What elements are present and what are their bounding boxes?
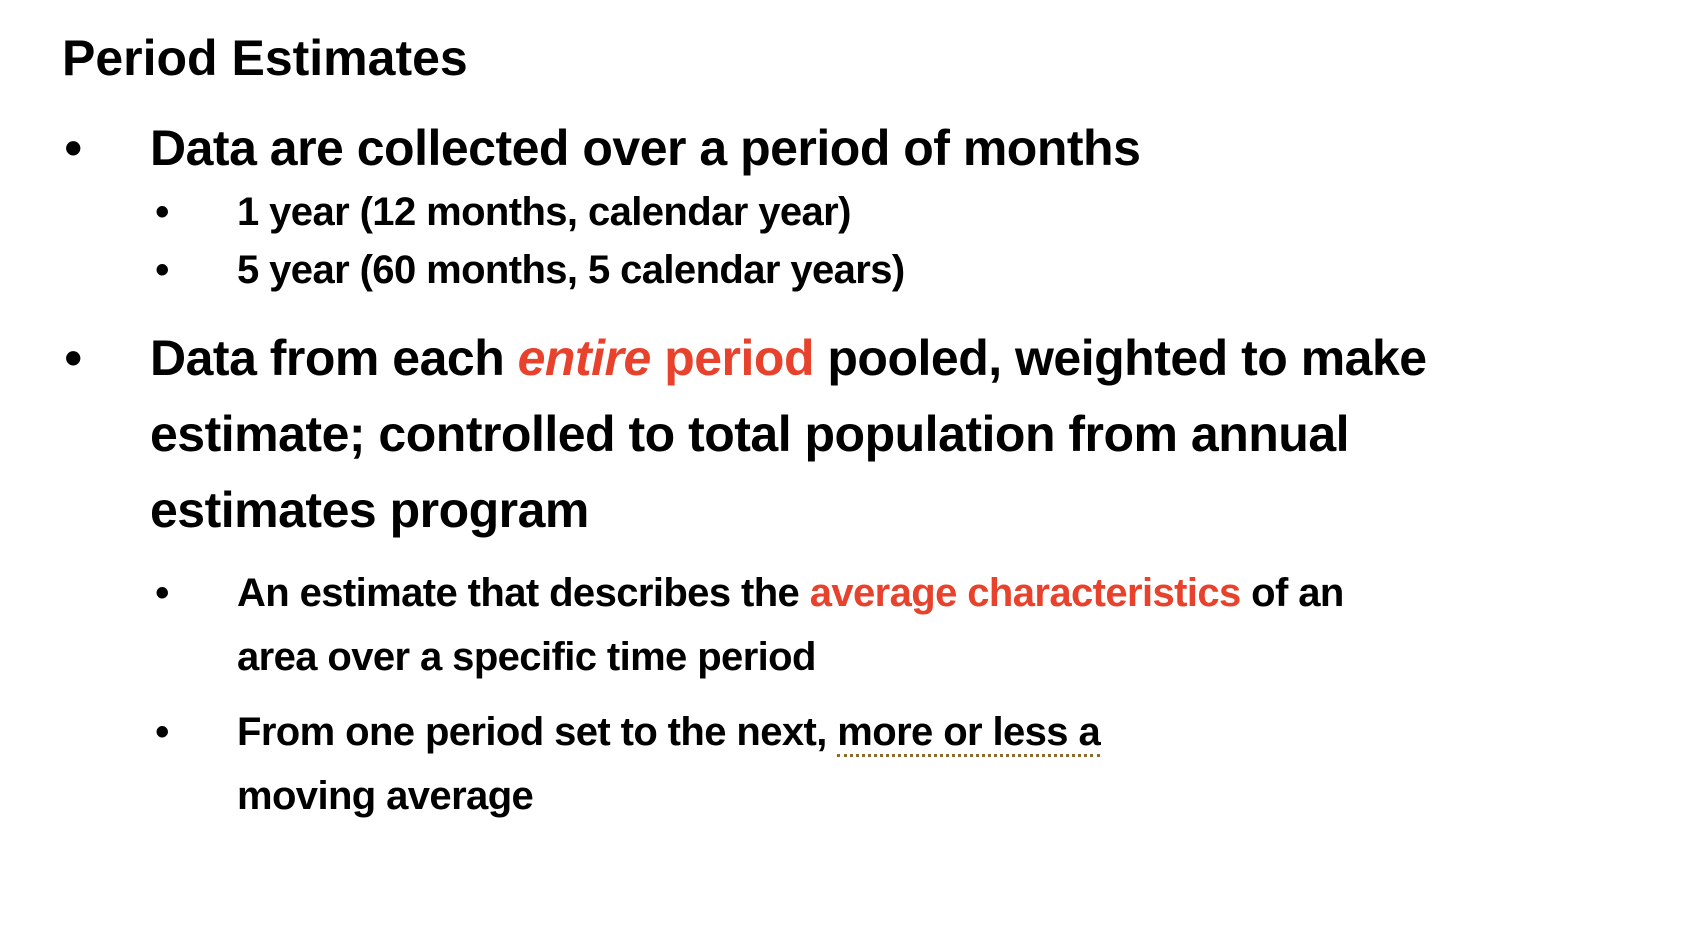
highlight-period: period bbox=[664, 330, 814, 386]
bullet-dot: • bbox=[64, 120, 82, 176]
sub-bullet-text: 5 year (60 months, 5 calendar years) bbox=[237, 248, 905, 292]
sub-bullet-5-year: • 5 year (60 months, 5 calendar years) bbox=[155, 238, 1637, 302]
bullet-collected-period: • Data are collected over a period of mo… bbox=[64, 110, 1650, 186]
bullet-dot: • bbox=[64, 330, 82, 386]
bullet-line-1: Data from each entire period pooled, wei… bbox=[150, 320, 1650, 396]
sub-bullet-line-2: area over a specific time period bbox=[237, 635, 816, 679]
underlined-phrase: more or less a bbox=[837, 710, 1101, 757]
sub-bullet-line-1: An estimate that describes the average c… bbox=[237, 561, 1637, 625]
bullet-text-pre: Data from each bbox=[150, 330, 518, 386]
bullet-text: Data are collected over a period of mont… bbox=[150, 120, 1141, 176]
slide-title: Period Estimates bbox=[62, 30, 468, 86]
sub-bullet-moving-average: • From one period set to the next, more … bbox=[155, 700, 1637, 828]
bullet-line-3: estimates program bbox=[150, 482, 589, 538]
sub-bullet-1-year: • 1 year (12 months, calendar year) bbox=[155, 180, 1637, 244]
sub-bullet-average-characteristics: • An estimate that describes the average… bbox=[155, 561, 1637, 689]
sub-bullet-line-2: moving average bbox=[237, 774, 534, 818]
highlight-space bbox=[651, 330, 664, 386]
sub-bullet-text-post: of an bbox=[1240, 571, 1344, 615]
bullet-line-2: estimate; controlled to total population… bbox=[150, 406, 1350, 462]
highlight-average-characteristics: average characteristics bbox=[809, 571, 1242, 615]
bullet-dot: • bbox=[155, 248, 169, 292]
highlight-entire: entire bbox=[517, 330, 652, 386]
sub-bullet-text: 1 year (12 months, calendar year) bbox=[237, 190, 851, 234]
bullet-dot: • bbox=[155, 571, 169, 615]
sub-bullet-text-pre: An estimate that describes the bbox=[237, 571, 810, 615]
bullet-text-post: pooled, weighted to make bbox=[814, 330, 1427, 386]
sub-bullet-line-1: From one period set to the next, more or… bbox=[237, 700, 1637, 764]
sub-bullet-text-pre: From one period set to the next, bbox=[237, 710, 838, 754]
bullet-dot: • bbox=[155, 190, 169, 234]
bullet-dot: • bbox=[155, 710, 169, 754]
bullet-entire-period: • Data from each entire period pooled, w… bbox=[64, 320, 1650, 548]
